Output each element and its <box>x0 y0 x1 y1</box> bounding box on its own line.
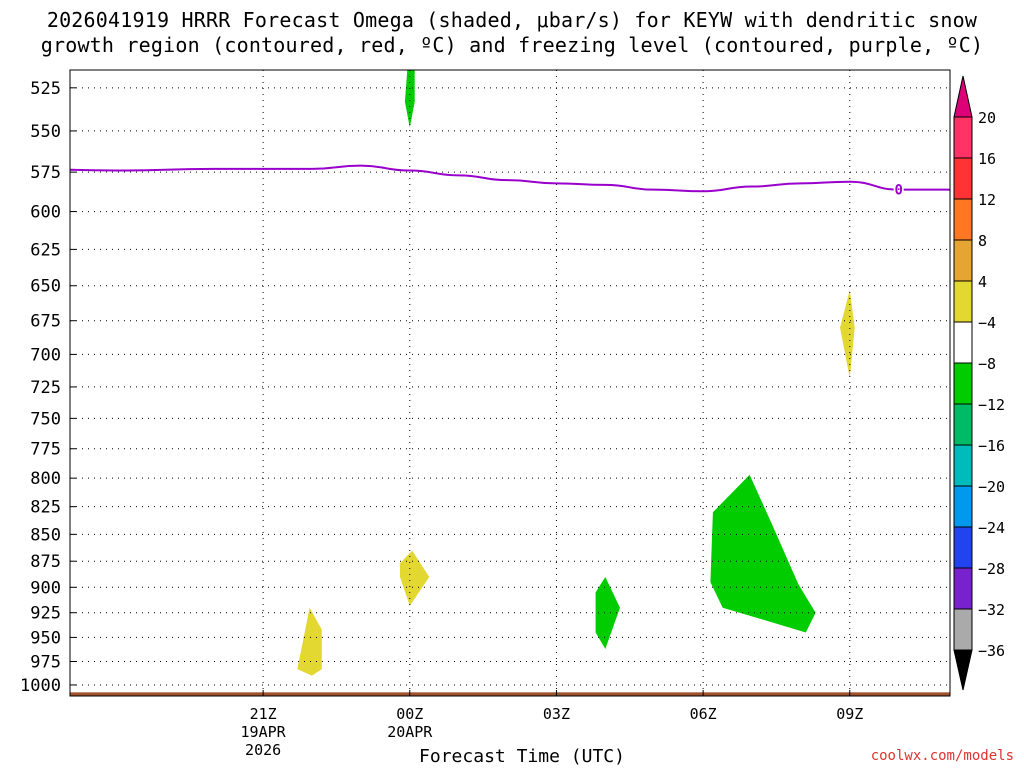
plot-frame <box>69 69 951 697</box>
colorbar-segment-6 <box>953 362 973 405</box>
y-tick-label-750: 750 <box>30 409 61 429</box>
colorbar-label-7: −12 <box>978 396 1005 414</box>
omega-region-0 <box>404 70 415 128</box>
colorbar-segment-8 <box>953 444 973 487</box>
colorbar-segment-11 <box>953 567 973 610</box>
surface-band <box>70 692 950 696</box>
colorbar-segment-7 <box>953 403 973 446</box>
x-tick-label-00Z: 00Z <box>396 705 423 723</box>
x-tick-sublabel-00Z: 20APR <box>387 723 433 741</box>
y-tick-label-575: 575 <box>30 163 61 183</box>
y-tick-label-650: 650 <box>30 277 61 297</box>
y-tick-label-975: 975 <box>30 652 61 672</box>
omega-region-1 <box>840 290 855 378</box>
y-tick-label-850: 850 <box>30 525 61 545</box>
y-tick-label-800: 800 <box>30 469 61 489</box>
colorbar-label-12: −32 <box>978 601 1005 619</box>
omega-region-2 <box>400 550 430 606</box>
colorbar-label-5: −4 <box>978 314 996 332</box>
y-tick-label-825: 825 <box>30 498 61 518</box>
x-axis-title: Forecast Time (UTC) <box>419 746 625 767</box>
y-tick-label-675: 675 <box>30 312 61 332</box>
y-tick-label-700: 700 <box>30 345 61 365</box>
x-tick-label-21Z: 21Z <box>250 705 277 723</box>
colorbar-label-11: −28 <box>978 560 1005 578</box>
colorbar: 20 16 12 8 4 −4 −8 −12 −16 −20 −24 −28 −32 −36 <box>953 75 1005 691</box>
colorbar-segment-1 <box>953 157 973 200</box>
x-tick-sublabel-21Z: 19APR <box>241 723 287 741</box>
colorbar-segment-gray <box>953 608 973 651</box>
y-tick-label-600: 600 <box>30 203 61 223</box>
x-tick-label-03Z: 03Z <box>543 705 570 723</box>
colorbar-segment-4 <box>953 280 973 323</box>
y-tick-label-950: 950 <box>30 628 61 648</box>
freezing-level-label: 0 <box>894 183 902 199</box>
freezing-level-line <box>70 164 950 193</box>
freezing-level: 0 <box>70 164 950 199</box>
credit-link[interactable]: coolwx.com/models <box>870 748 1014 764</box>
y-tick-label-900: 900 <box>30 578 61 598</box>
colorbar-label-8: −16 <box>978 437 1005 455</box>
colorbar-label-1: 16 <box>978 150 996 168</box>
colorbar-label-6: −8 <box>978 355 996 373</box>
omega-regions <box>297 70 855 676</box>
chart-title-line2: growth region (contoured, red, ºC) and f… <box>40 33 984 57</box>
y-tick-label-1000: 1000 <box>20 676 61 696</box>
colorbar-segment-0 <box>953 116 973 159</box>
colorbar-label-13: −36 <box>978 642 1005 660</box>
freezing-label-bg <box>893 181 904 196</box>
y-tick-label-525: 525 <box>30 79 61 99</box>
omega-region-5 <box>710 474 816 633</box>
y-tick-label-725: 725 <box>30 378 61 398</box>
colorbar-label-9: −20 <box>978 478 1005 496</box>
surface-rect <box>70 692 950 696</box>
x-tick-label-06Z: 06Z <box>690 705 717 723</box>
chart-title-line1: 2026041919 HRRR Forecast Omega (shaded, … <box>46 8 978 32</box>
colorbar-label-4: 4 <box>978 273 987 291</box>
y-tick-label-925: 925 <box>30 604 61 624</box>
colorbar-segment-5 <box>953 321 973 364</box>
colorbar-segment-2 <box>953 198 973 241</box>
colorbar-label-0: 20 <box>978 109 996 127</box>
y-axis: 525 550 575 600 625 650 675 700 725 750 775 800 825 8… <box>20 79 76 696</box>
colorbar-label-2: 12 <box>978 191 996 209</box>
y-tick-label-550: 550 <box>30 122 61 142</box>
y-tick-label-625: 625 <box>30 240 61 260</box>
omega-region-3 <box>297 607 322 676</box>
colorbar-label-3: 8 <box>978 232 987 250</box>
x-tick-year-21Z: 2026 <box>245 741 281 759</box>
colorbar-bottom-cap <box>953 649 973 691</box>
grid-lines <box>70 70 950 696</box>
colorbar-segment-9 <box>953 485 973 528</box>
y-tick-label-875: 875 <box>30 552 61 572</box>
colorbar-label-10: −24 <box>978 519 1005 537</box>
colorbar-top-cap <box>953 75 973 118</box>
y-tick-label-775: 775 <box>30 440 61 460</box>
colorbar-segment-10 <box>953 526 973 569</box>
x-tick-label-09Z: 09Z <box>836 705 863 723</box>
colorbar-segment-3 <box>953 239 973 282</box>
omega-region-4 <box>595 577 620 649</box>
